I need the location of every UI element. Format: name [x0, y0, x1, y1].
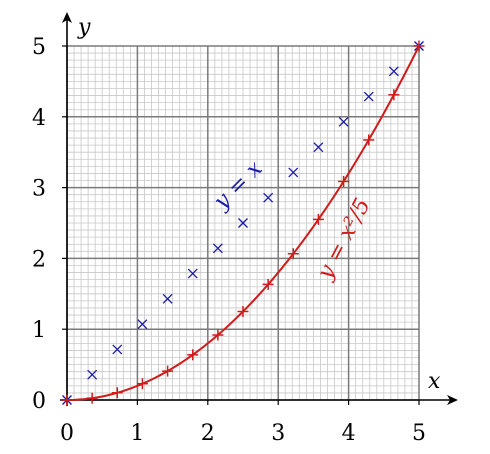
point-stroke: [212, 243, 223, 254]
data-point-blue: [238, 218, 248, 228]
grid: [66, 45, 420, 401]
data-point-red: [136, 378, 148, 390]
data-point-blue: [187, 268, 198, 279]
data-point-blue: [263, 192, 274, 203]
x-tick-label: 3: [271, 421, 285, 446]
x-axis-arrow: [447, 395, 458, 405]
data-point-red: [61, 394, 73, 406]
point-stroke: [238, 218, 248, 228]
point-stroke: [288, 167, 299, 178]
data-point-red: [162, 365, 174, 377]
data-point-blue: [137, 319, 148, 330]
data-point-red: [262, 278, 274, 290]
point-stroke: [187, 268, 198, 279]
point-stroke: [363, 91, 374, 102]
data-point-red: [363, 134, 375, 146]
y-tick-label: 4: [32, 106, 46, 131]
x-tick-label: 5: [412, 421, 426, 446]
y-axis-arrow: [62, 12, 72, 23]
y-axis-label: y: [77, 15, 91, 40]
data-point-red: [388, 89, 400, 101]
series-label-blue: y = x: [209, 156, 268, 215]
data-point-blue: [212, 243, 223, 254]
point-stroke: [263, 192, 274, 203]
x-tick-label: 2: [201, 421, 215, 446]
y-tick-label: 1: [32, 318, 46, 343]
data-point-blue: [288, 167, 299, 178]
point-stroke: [112, 344, 123, 355]
data-point-red: [237, 306, 249, 317]
x-tick-label: 0: [60, 421, 74, 446]
series-label-red: y = x²/5: [312, 194, 376, 284]
data-point-red: [413, 40, 425, 52]
data-point-red: [287, 248, 299, 260]
data-point-blue: [363, 91, 374, 102]
data-point-red: [212, 329, 224, 341]
point-stroke: [162, 293, 173, 304]
point-stroke: [338, 116, 349, 127]
x-tick-label: 4: [342, 421, 356, 446]
tick-labels: 0 1 2 3 4 5 0 1 2 3 4 5: [32, 35, 426, 446]
y-tick-label: 3: [32, 177, 46, 202]
data-point-blue: [87, 369, 98, 380]
series-1: [61, 40, 425, 406]
point-stroke: [137, 319, 148, 330]
data-point-blue: [162, 293, 173, 304]
data-point-red: [111, 387, 123, 399]
data-point-red: [86, 392, 98, 404]
y-tick-label: 5: [32, 35, 46, 60]
x-tick-label: 1: [130, 421, 144, 446]
point-stroke: [388, 66, 399, 77]
series: [61, 40, 425, 406]
y-tick-label: 0: [32, 389, 46, 414]
data-point-blue: [313, 142, 324, 153]
data-point-red: [187, 349, 199, 361]
point-stroke: [313, 142, 324, 153]
point-stroke: [87, 369, 98, 380]
data-point-blue: [112, 344, 123, 355]
axes: x y: [60, 12, 458, 406]
data-point-red: [338, 175, 350, 187]
data-point-blue: [388, 66, 399, 77]
x-axis-label: x: [428, 369, 441, 394]
data-point-blue: [338, 116, 349, 127]
y-tick-label: 2: [32, 247, 46, 272]
data-point-red: [312, 213, 324, 225]
